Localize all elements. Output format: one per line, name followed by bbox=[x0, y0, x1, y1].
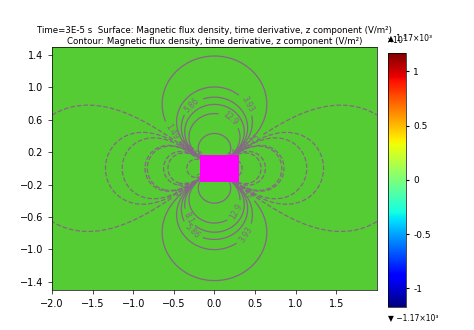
Text: -0.15: -0.15 bbox=[173, 181, 194, 200]
Text: 5.86: 5.86 bbox=[182, 222, 201, 240]
Text: ▼ −1.17×10³: ▼ −1.17×10³ bbox=[388, 313, 438, 322]
Text: 1.49: 1.49 bbox=[163, 122, 180, 142]
Text: 8.1: 8.1 bbox=[192, 150, 207, 165]
Text: -3.15: -3.15 bbox=[219, 169, 239, 188]
Text: 3.93: 3.93 bbox=[237, 225, 254, 244]
Text: 1.49: 1.49 bbox=[237, 182, 255, 201]
Text: -1.34: -1.34 bbox=[219, 148, 241, 167]
Text: -3.48: -3.48 bbox=[195, 165, 216, 184]
Text: 12.9: 12.9 bbox=[228, 202, 245, 221]
Text: 8.1: 8.1 bbox=[182, 211, 195, 225]
Text: 3.93: 3.93 bbox=[239, 95, 255, 114]
Bar bbox=[200, 154, 239, 182]
Text: ▲ 1.17×10³: ▲ 1.17×10³ bbox=[388, 33, 432, 42]
Text: $\times$10$^3$: $\times$10$^3$ bbox=[386, 33, 407, 46]
Text: 5.86: 5.86 bbox=[183, 96, 201, 115]
Text: 12.9: 12.9 bbox=[221, 110, 240, 128]
Title: Time=3E-5 s  Surface: Magnetic flux density, time derivative, z component (V/m²): Time=3E-5 s Surface: Magnetic flux densi… bbox=[37, 26, 392, 46]
Text: -0.815: -0.815 bbox=[174, 138, 199, 160]
Text: -0.15: -0.15 bbox=[241, 133, 262, 152]
